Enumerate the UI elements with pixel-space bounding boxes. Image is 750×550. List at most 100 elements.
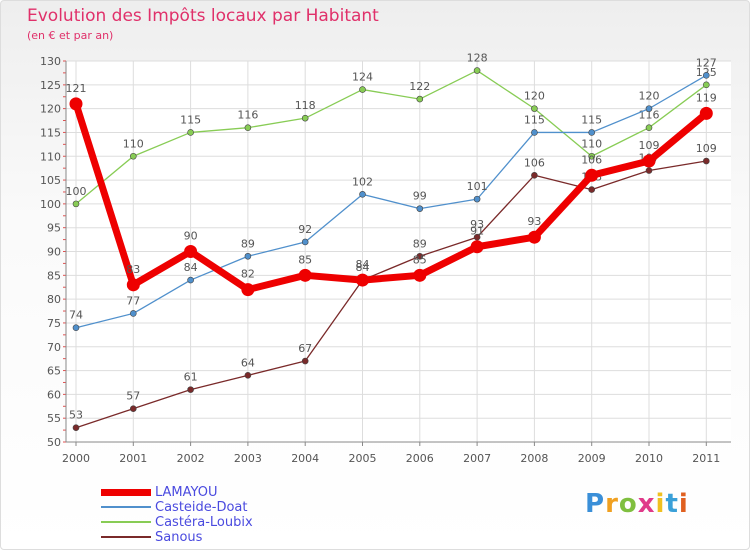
data-label-sanous-2006: 89 xyxy=(413,237,427,250)
y-tick-label-55: 55 xyxy=(47,412,61,425)
legend-swatch-lamayou xyxy=(101,489,151,496)
y-tick-label-120: 120 xyxy=(40,103,61,116)
logo-letter: t xyxy=(665,489,679,519)
data-label-castera-loubix-2007: 128 xyxy=(467,52,488,65)
data-point-castera-loubix-2002 xyxy=(187,129,194,136)
data-point-sanous-2001 xyxy=(130,405,137,412)
x-tick-label-2000: 2000 xyxy=(62,452,90,465)
data-point-casteide-doat-2007 xyxy=(473,195,481,203)
data-point-castera-loubix-2003 xyxy=(244,124,252,131)
logo-letter: o xyxy=(618,489,638,519)
chart-title: Evolution des Impôts locaux par Habitant xyxy=(27,6,379,26)
data-label-casteide-doat-2011: 127 xyxy=(696,56,717,69)
y-tick-label-70: 70 xyxy=(47,341,61,354)
data-label-casteide-doat-2004: 92 xyxy=(298,223,312,236)
data-label-sanous-2011: 109 xyxy=(696,142,717,155)
data-point-castera-loubix-2001 xyxy=(130,152,137,160)
data-point-sanous-2004 xyxy=(301,357,309,365)
data-label-lamayou-2007: 91 xyxy=(470,225,484,238)
data-point-castera-loubix-2006 xyxy=(416,95,424,103)
data-label-lamayou-2010: 109 xyxy=(639,139,660,152)
data-label-casteide-doat-2008: 115 xyxy=(524,113,545,126)
legend-label-sanous: Sanous xyxy=(155,530,203,545)
y-tick-label-130: 130 xyxy=(40,55,61,68)
data-point-lamayou-2006 xyxy=(413,268,427,282)
data-label-castera-loubix-2003: 116 xyxy=(237,109,258,122)
y-tick-label-85: 85 xyxy=(47,269,61,282)
data-point-lamayou-2007 xyxy=(470,240,484,254)
legend-swatch-sanous xyxy=(101,536,151,538)
logo-letter: P xyxy=(585,489,606,519)
data-point-sanous-2011 xyxy=(702,157,710,165)
data-point-casteide-doat-2011 xyxy=(702,71,710,79)
data-point-casteide-doat-2004 xyxy=(301,238,309,246)
data-label-sanous-2008: 106 xyxy=(524,156,545,169)
data-label-castera-loubix-2002: 115 xyxy=(180,113,201,126)
data-point-castera-loubix-2007 xyxy=(473,67,481,74)
data-label-casteide-doat-2002: 84 xyxy=(184,261,198,274)
x-tick-label-2005: 2005 xyxy=(349,452,377,465)
data-label-lamayou-2004: 85 xyxy=(298,253,312,266)
data-label-sanous-2002: 61 xyxy=(184,371,198,384)
data-point-casteide-doat-2003 xyxy=(244,252,252,260)
data-point-casteide-doat-2005 xyxy=(359,191,366,198)
data-label-sanous-2000: 53 xyxy=(69,409,83,422)
y-tick-label-125: 125 xyxy=(40,79,61,92)
data-label-castera-loubix-2005: 124 xyxy=(352,71,373,84)
data-point-castera-loubix-2011 xyxy=(702,81,710,89)
data-label-lamayou-2002: 90 xyxy=(184,230,198,243)
data-label-casteide-doat-2000: 74 xyxy=(69,309,83,322)
legend-label-lamayou: LAMAYOU xyxy=(155,485,218,500)
legend-label-castera-loubix: Castéra-Loubix xyxy=(155,515,253,530)
legend-swatch-castera-loubix xyxy=(101,521,151,523)
data-point-sanous-2009 xyxy=(588,186,596,193)
data-point-casteide-doat-2009 xyxy=(588,129,596,136)
data-label-lamayou-2008: 93 xyxy=(527,215,541,228)
data-point-sanous-2008 xyxy=(531,172,538,179)
data-label-lamayou-2011: 119 xyxy=(696,91,717,104)
data-label-sanous-2004: 67 xyxy=(298,342,312,355)
data-point-sanous-2006 xyxy=(416,252,424,260)
data-point-casteide-doat-2001 xyxy=(130,310,137,317)
data-label-casteide-doat-2009: 115 xyxy=(581,113,602,126)
data-label-lamayou-2009: 106 xyxy=(581,153,602,166)
series-line-casteide-doat xyxy=(75,74,707,329)
data-point-castera-loubix-2004 xyxy=(301,114,309,122)
logo-letter: i xyxy=(655,489,666,519)
series-line-sanous xyxy=(75,160,707,429)
y-tick-label-60: 60 xyxy=(47,388,61,401)
data-point-lamayou-2005 xyxy=(356,273,369,287)
data-label-casteide-doat-2003: 89 xyxy=(241,237,255,250)
data-point-sanous-2003 xyxy=(244,372,252,379)
data-label-castera-loubix-2000: 100 xyxy=(66,185,87,198)
series-line-lamayou xyxy=(72,100,710,294)
y-tick-label-75: 75 xyxy=(47,317,61,330)
x-tick-label-2003: 2003 xyxy=(234,452,262,465)
data-point-lamayou-2011 xyxy=(699,106,713,120)
y-tick-label-80: 80 xyxy=(47,293,61,306)
data-point-lamayou-2002 xyxy=(184,245,198,258)
data-point-castera-loubix-2000 xyxy=(72,200,80,208)
logo-letter: r xyxy=(605,489,619,519)
data-label-sanous-2005: 84 xyxy=(356,261,370,274)
x-tick-label-2010: 2010 xyxy=(635,452,663,465)
x-tick-label-2008: 2008 xyxy=(520,452,548,465)
data-label-castera-loubix-2010: 116 xyxy=(639,109,660,122)
data-label-sanous-2003: 64 xyxy=(241,356,255,369)
data-point-lamayou-2001 xyxy=(126,278,140,292)
y-tick-label-95: 95 xyxy=(47,222,61,235)
data-point-lamayou-2010 xyxy=(642,154,656,168)
data-point-lamayou-2000 xyxy=(69,97,83,111)
data-point-casteide-doat-2006 xyxy=(416,205,424,212)
data-label-lamayou-2000: 121 xyxy=(66,82,87,95)
data-label-casteide-doat-2001: 77 xyxy=(126,294,140,307)
data-point-lamayou-2003 xyxy=(241,283,255,297)
legend-swatch-casteide-doat xyxy=(101,506,151,508)
data-point-castera-loubix-2008 xyxy=(531,105,538,112)
data-label-lamayou-2006: 85 xyxy=(413,253,427,266)
data-label-sanous-2007: 93 xyxy=(470,218,484,231)
y-tick-label-100: 100 xyxy=(40,198,61,211)
data-point-lamayou-2004 xyxy=(298,268,312,282)
